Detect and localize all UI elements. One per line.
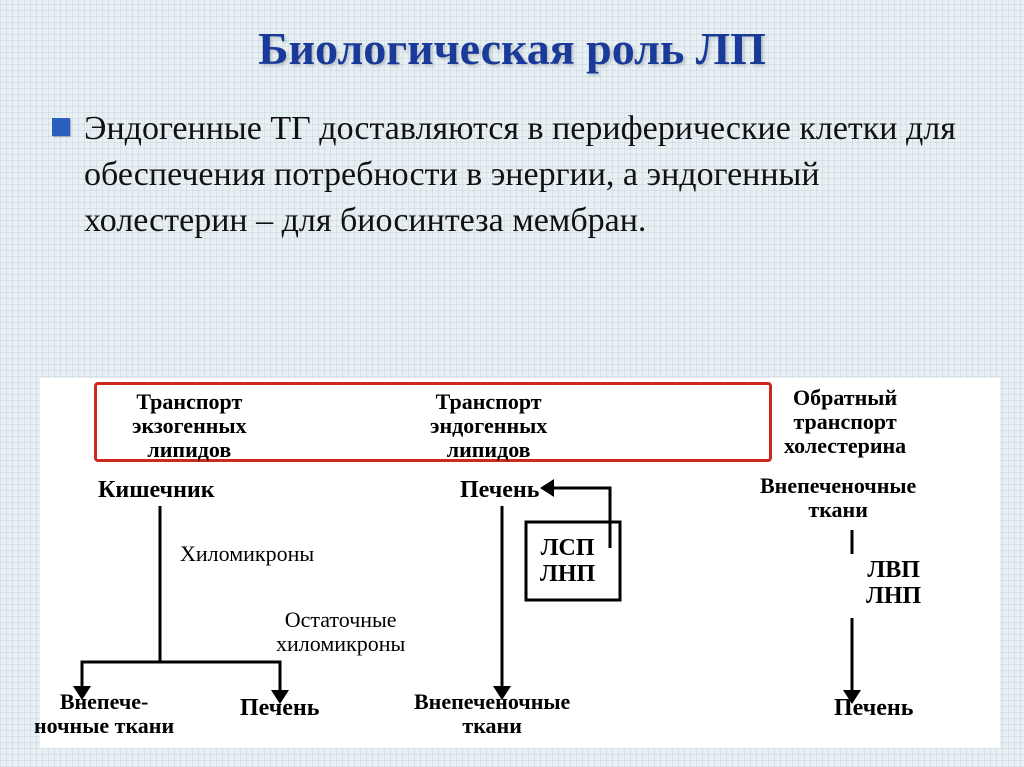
a1	[82, 506, 160, 686]
diagram-area: Транспорт экзогенных липидов Транспорт эн…	[40, 378, 1000, 748]
a2	[160, 662, 280, 690]
lsp-lnp: ЛСП ЛНП	[540, 536, 595, 588]
hdr-endo: Транспорт эндогенных липидов	[430, 390, 547, 461]
chylo: Хиломикроны	[180, 542, 314, 566]
bullet-text: Эндогенные ТГ доставляются в периферичес…	[84, 106, 972, 244]
residual: Остаточные хиломикроны	[276, 608, 405, 656]
hdr-rev: Обратный транспорт холестерина	[784, 386, 906, 457]
slide-title: Биологическая роль ЛП	[0, 22, 1024, 75]
extrahep2: Внепеченочные ткани	[414, 690, 570, 738]
liver1: Печень	[460, 478, 539, 504]
hdr-exo: Транспорт экзогенных липидов	[132, 390, 247, 461]
extrahep1: Внепеченочные ткани	[760, 474, 916, 522]
liver3: Печень	[834, 696, 913, 722]
bullet-block: Эндогенные ТГ доставляются в периферичес…	[52, 106, 972, 244]
intestine: Кишечник	[98, 478, 215, 504]
lvp-lnp: ЛВП ЛНП	[866, 558, 921, 610]
extrahep-left: Внепече- ночные ткани	[34, 690, 174, 738]
liver2: Печень	[240, 696, 319, 722]
bullet-icon	[52, 118, 70, 136]
